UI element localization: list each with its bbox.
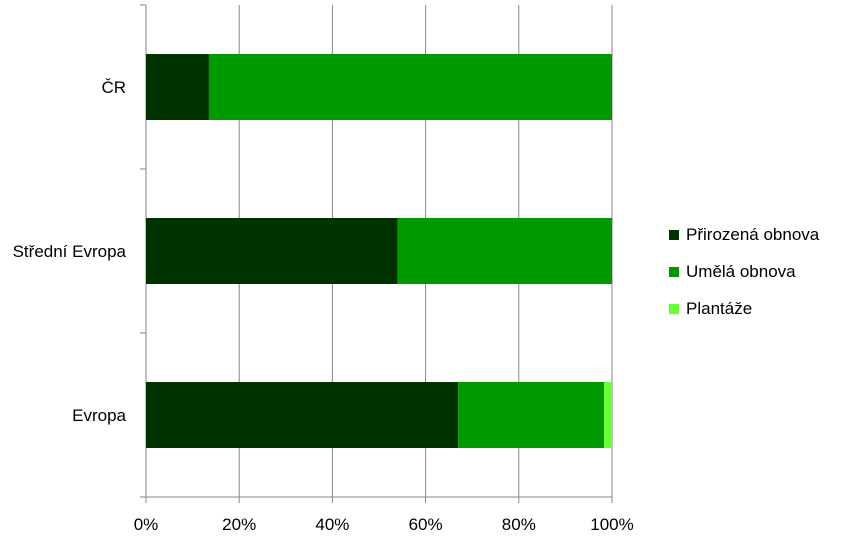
bar-segment-1: [146, 218, 398, 284]
bar-segment-2: [458, 382, 605, 448]
bar-segment-2: [397, 218, 612, 284]
x-tick-labels: 0% 20% 40% 60% 80% 100%: [134, 515, 634, 534]
legend-item-umela: Umělá obnova: [669, 253, 819, 290]
x-tick-label: 20%: [222, 515, 256, 534]
legend-item-plantaze: Plantáže: [669, 290, 819, 327]
x-tick-label: 0%: [134, 515, 159, 534]
legend-label: Plantáže: [686, 298, 753, 318]
x-tick-label: 100%: [590, 515, 633, 534]
bar-segment-3: [604, 382, 612, 448]
category-label: ČR: [101, 78, 126, 97]
x-tick-label: 40%: [315, 515, 349, 534]
legend-swatch-plantaze: [669, 303, 679, 314]
bar-segment-1: [146, 382, 459, 448]
x-tick-label: 80%: [502, 515, 536, 534]
legend-swatch-prirozena: [669, 229, 679, 240]
bar-segment-1: [146, 54, 209, 120]
legend-swatch-umela: [669, 266, 679, 277]
legend-label: Přirozená obnova: [686, 224, 820, 244]
legend: Přirozená obnova Umělá obnova Plantáže: [669, 216, 819, 327]
legend-item-prirozena: Přirozená obnova: [669, 216, 819, 253]
category-label: Střední Evropa: [13, 242, 127, 261]
legend-label: Umělá obnova: [686, 261, 796, 281]
bars: [146, 54, 612, 448]
bar-segment-2: [208, 54, 612, 120]
category-labels: ČR Střední Evropa Evropa: [13, 78, 127, 425]
x-tick-label: 60%: [409, 515, 443, 534]
category-label: Evropa: [72, 406, 126, 425]
